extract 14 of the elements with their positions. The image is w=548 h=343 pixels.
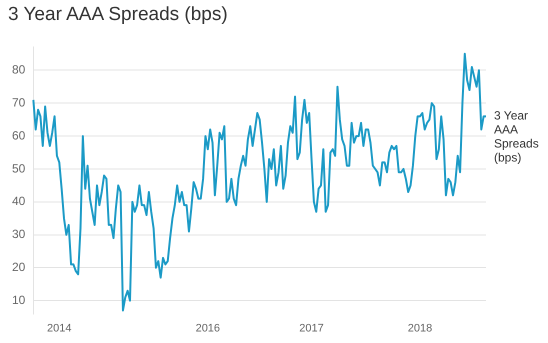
x-tick-label: 2018 [408, 322, 432, 334]
y-tick-label: 40 [12, 194, 26, 208]
y-tick-label: 20 [12, 260, 26, 274]
x-tick-label: 2016 [196, 322, 220, 334]
y-tick-label: 30 [12, 227, 26, 242]
y-tick-label: 50 [12, 161, 26, 176]
chart-title: 3 Year AAA Spreads (bps) [8, 4, 228, 26]
series-label: 3 Year AAA Spreads (bps) [494, 108, 539, 165]
y-tick-label: 10 [12, 292, 26, 307]
x-tick-label: 2017 [299, 322, 324, 334]
y-tick-label: 60 [12, 128, 26, 142]
x-tick-label: 2014 [47, 322, 72, 334]
y-tick-label: 70 [12, 95, 26, 110]
y-tick-label: 80 [12, 62, 26, 77]
